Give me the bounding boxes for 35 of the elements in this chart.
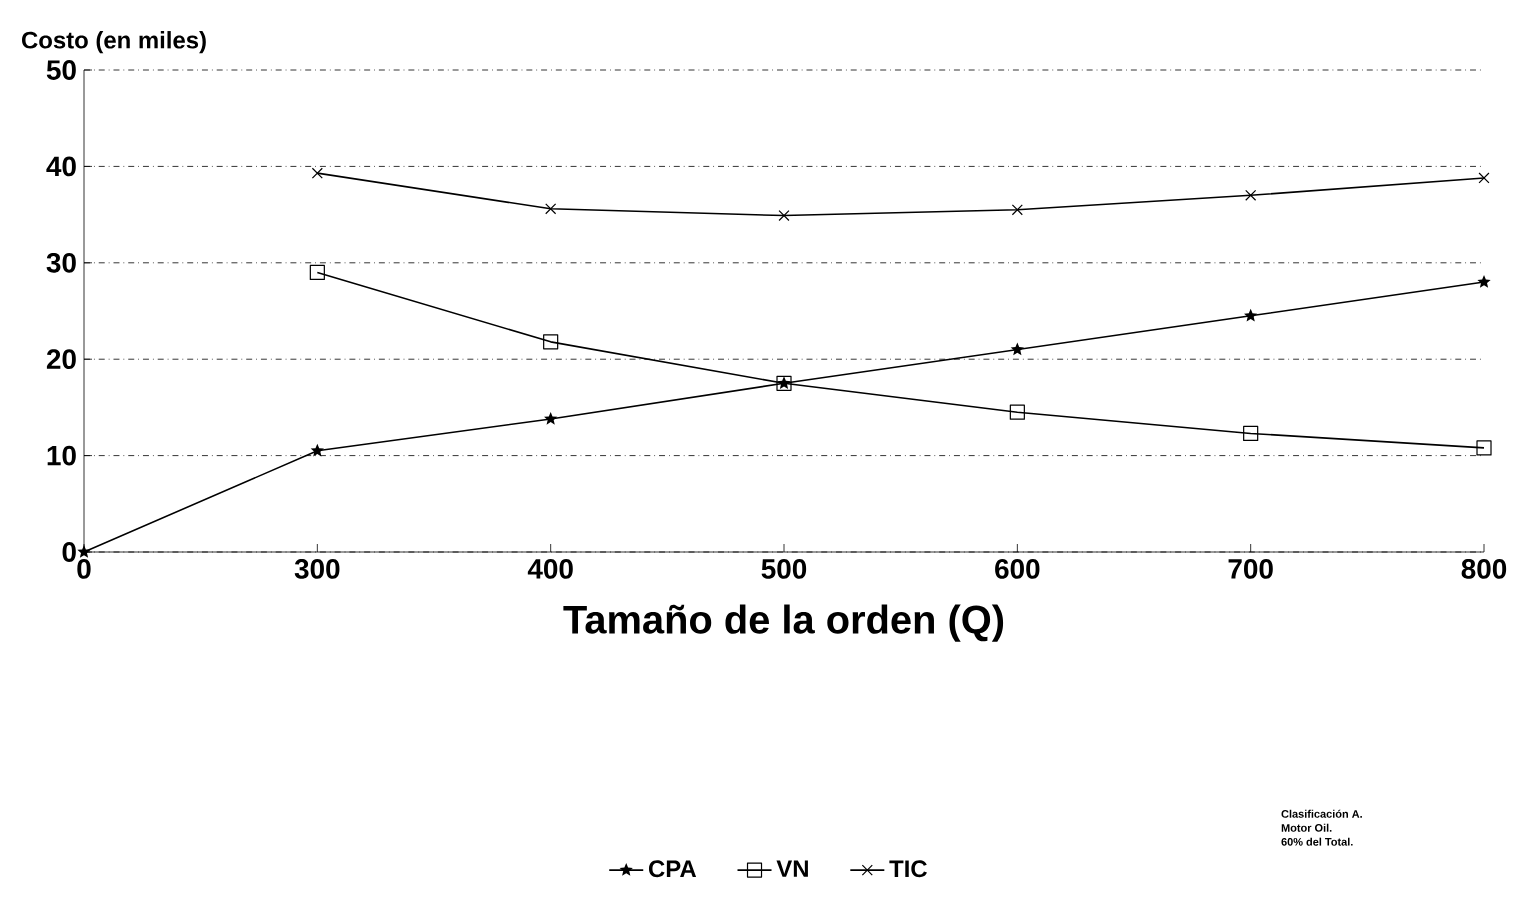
point (1478, 172, 1490, 184)
y-axis-title: Costo (en miles) (22, 31, 206, 54)
x-tick-label: 700 (1228, 559, 1273, 579)
legend-label: VN (776, 860, 808, 877)
x-tick-label: 800 (1461, 559, 1507, 579)
point (1244, 308, 1258, 322)
point (1476, 440, 1492, 456)
y-tick-label: 50 (46, 60, 76, 80)
point (544, 411, 558, 425)
point (778, 210, 790, 222)
y-tick-label: 20 (46, 349, 76, 370)
y-tick-label: 10 (47, 445, 76, 466)
x-tick-label: 400 (527, 559, 573, 579)
point (1011, 204, 1023, 216)
point (1010, 342, 1024, 356)
point (309, 264, 325, 281)
point (1243, 425, 1259, 442)
x-tick-label: 0 (77, 559, 91, 579)
point (543, 334, 559, 350)
y-tick-label: 40 (46, 156, 76, 177)
point (77, 545, 91, 558)
y-tick-label: 30 (46, 252, 76, 273)
y-tick-label: 0 (62, 542, 76, 562)
legend-label: TIC (889, 860, 927, 878)
legend-label: CPA (648, 860, 697, 878)
point (545, 203, 557, 215)
point (1009, 404, 1025, 420)
x-tick-label: 500 (761, 559, 807, 579)
point (1477, 275, 1491, 288)
point (311, 167, 323, 179)
x-axis-title: Tamaño de la orden (Q) (563, 604, 1004, 642)
x-tick-label: 300 (294, 559, 340, 579)
point (1245, 189, 1257, 201)
x-tick-label: 600 (995, 559, 1040, 579)
point (310, 443, 324, 457)
